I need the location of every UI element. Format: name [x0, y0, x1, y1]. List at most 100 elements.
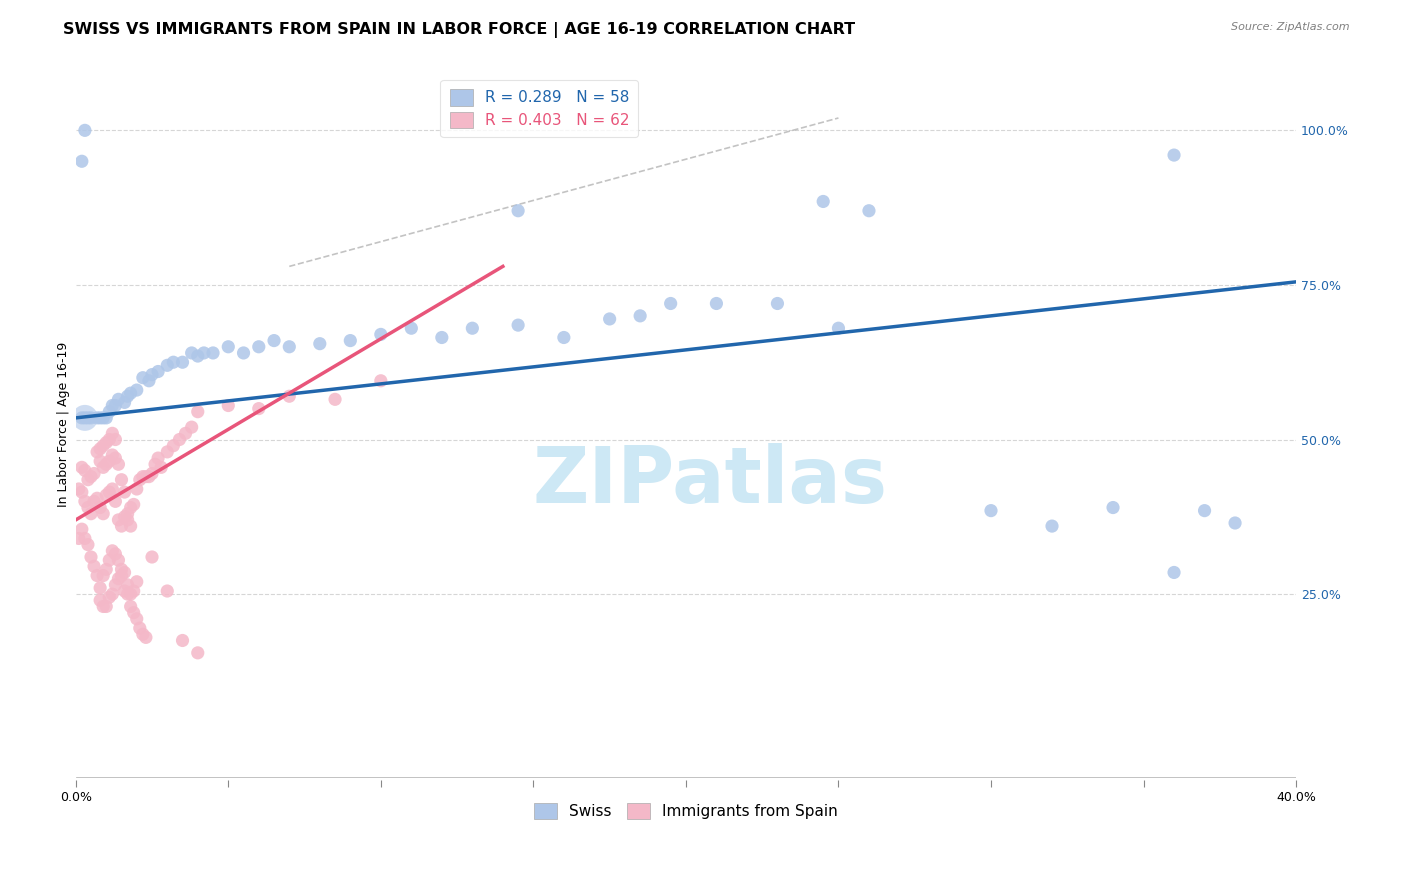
- Point: [193, 346, 215, 360]
- Point: [110, 562, 132, 576]
- Point: [461, 321, 484, 335]
- Point: [114, 566, 136, 580]
- Point: [104, 399, 127, 413]
- Point: [135, 631, 157, 645]
- Point: [73, 532, 96, 546]
- Point: [143, 457, 166, 471]
- Point: [110, 473, 132, 487]
- Text: Source: ZipAtlas.com: Source: ZipAtlas.com: [1232, 22, 1350, 32]
- Point: [117, 587, 139, 601]
- Y-axis label: In Labor Force | Age 16-19: In Labor Force | Age 16-19: [58, 342, 70, 507]
- Point: [73, 494, 96, 508]
- Point: [73, 463, 96, 477]
- Point: [1223, 516, 1246, 530]
- Point: [370, 327, 392, 342]
- Point: [180, 420, 202, 434]
- Point: [766, 296, 789, 310]
- Point: [430, 330, 453, 344]
- Point: [98, 405, 121, 419]
- Point: [247, 340, 270, 354]
- Point: [247, 401, 270, 416]
- Point: [827, 321, 849, 335]
- Point: [117, 578, 139, 592]
- Point: [117, 389, 139, 403]
- Point: [98, 485, 121, 500]
- Point: [83, 494, 105, 508]
- Point: [98, 591, 121, 605]
- Point: [73, 410, 96, 425]
- Point: [86, 568, 108, 582]
- Point: [96, 435, 118, 450]
- Point: [128, 473, 150, 487]
- Point: [628, 309, 651, 323]
- Point: [67, 482, 90, 496]
- Point: [811, 194, 834, 209]
- Point: [187, 405, 209, 419]
- Point: [104, 547, 127, 561]
- Point: [169, 433, 191, 447]
- Point: [1163, 148, 1185, 162]
- Point: [77, 500, 100, 515]
- Point: [114, 395, 136, 409]
- Point: [91, 410, 114, 425]
- Point: [104, 578, 127, 592]
- Point: [156, 445, 179, 459]
- Point: [128, 621, 150, 635]
- Point: [138, 469, 160, 483]
- Point: [659, 296, 682, 310]
- Point: [70, 522, 93, 536]
- Point: [80, 507, 103, 521]
- Point: [96, 410, 118, 425]
- Point: [217, 399, 239, 413]
- Point: [117, 513, 139, 527]
- Point: [187, 646, 209, 660]
- Point: [110, 519, 132, 533]
- Point: [599, 312, 621, 326]
- Point: [73, 410, 96, 425]
- Point: [96, 457, 118, 471]
- Point: [401, 321, 423, 335]
- Point: [278, 340, 301, 354]
- Point: [104, 451, 127, 466]
- Point: [89, 593, 111, 607]
- Point: [89, 410, 111, 425]
- Point: [98, 454, 121, 468]
- Point: [263, 334, 285, 348]
- Point: [1163, 566, 1185, 580]
- Point: [70, 154, 93, 169]
- Point: [162, 355, 184, 369]
- Point: [980, 503, 1002, 517]
- Point: [83, 559, 105, 574]
- Point: [180, 346, 202, 360]
- Point: [96, 488, 118, 502]
- Point: [77, 473, 100, 487]
- Point: [80, 469, 103, 483]
- Point: [89, 454, 111, 468]
- Point: [1040, 519, 1063, 533]
- Point: [125, 574, 148, 589]
- Point: [120, 500, 142, 515]
- Point: [162, 439, 184, 453]
- Point: [187, 349, 209, 363]
- Point: [146, 451, 169, 466]
- Point: [110, 568, 132, 582]
- Point: [91, 599, 114, 614]
- Point: [83, 467, 105, 481]
- Point: [122, 606, 145, 620]
- Point: [91, 460, 114, 475]
- Point: [217, 340, 239, 354]
- Point: [86, 491, 108, 506]
- Point: [77, 538, 100, 552]
- Point: [232, 346, 254, 360]
- Point: [86, 445, 108, 459]
- Point: [80, 549, 103, 564]
- Point: [70, 410, 93, 425]
- Legend: Swiss, Immigrants from Spain: Swiss, Immigrants from Spain: [527, 797, 844, 825]
- Point: [104, 494, 127, 508]
- Point: [202, 346, 225, 360]
- Point: [146, 364, 169, 378]
- Text: SWISS VS IMMIGRANTS FROM SPAIN IN LABOR FORCE | AGE 16-19 CORRELATION CHART: SWISS VS IMMIGRANTS FROM SPAIN IN LABOR …: [63, 22, 855, 38]
- Point: [114, 584, 136, 599]
- Point: [553, 330, 575, 344]
- Point: [706, 296, 728, 310]
